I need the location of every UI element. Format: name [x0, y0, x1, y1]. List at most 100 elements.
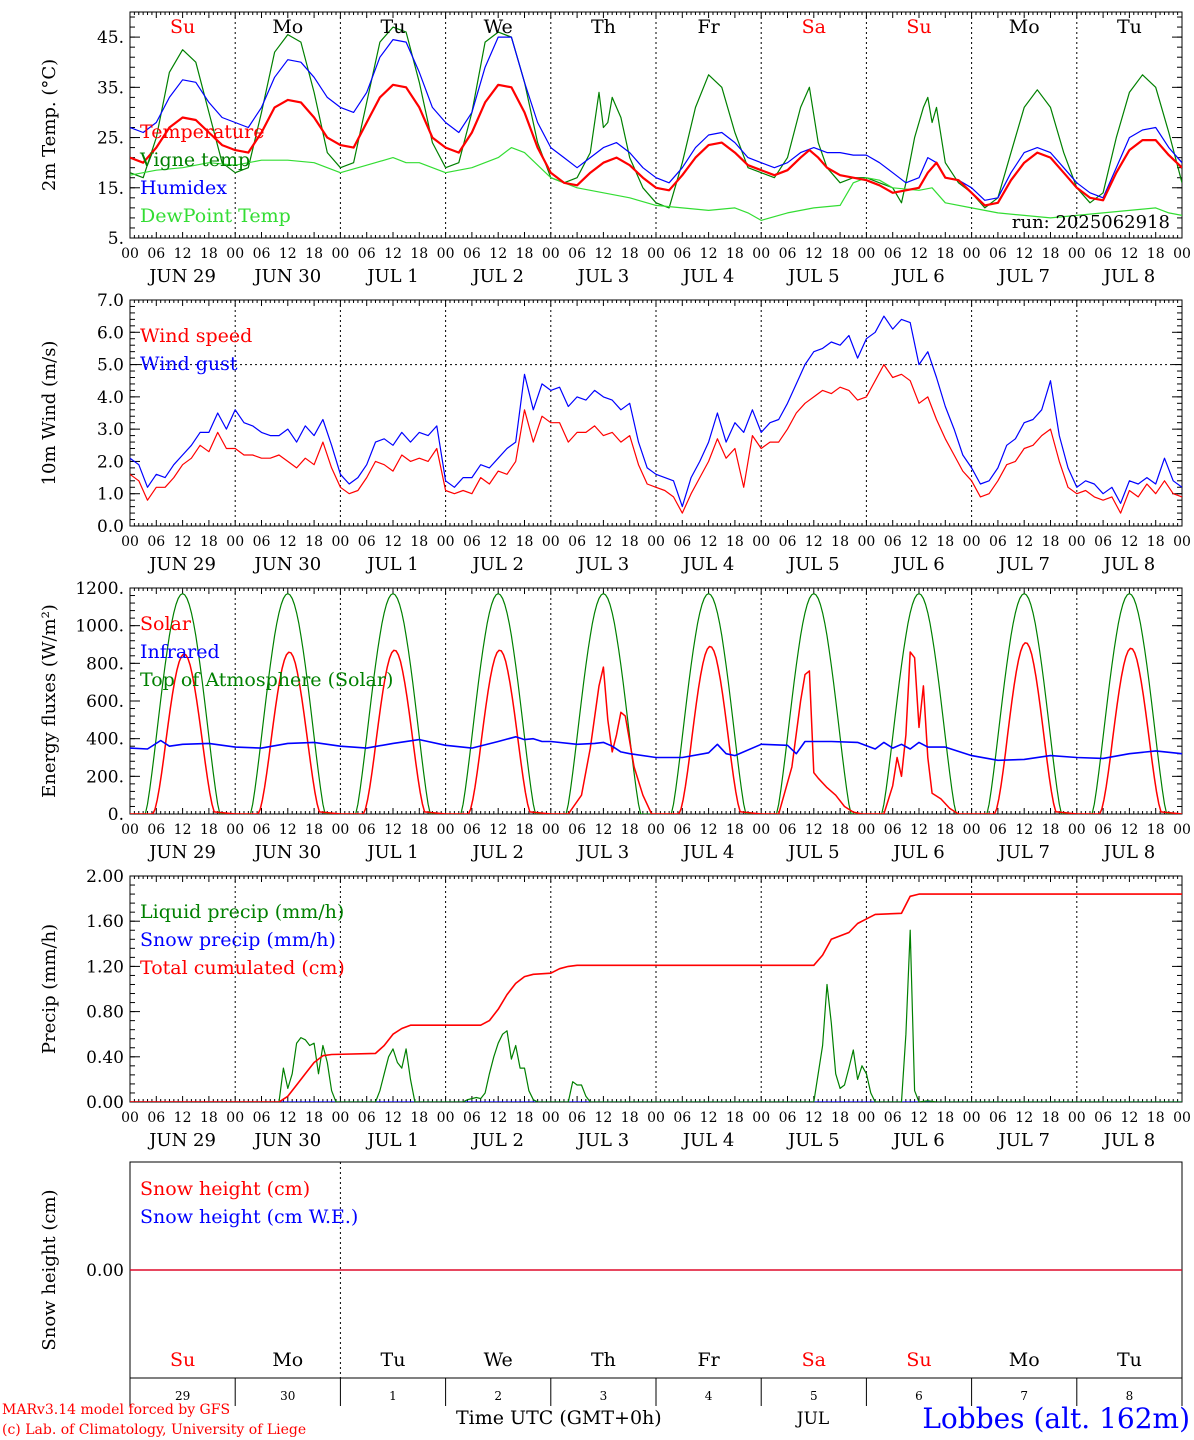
- hour-tick-label: 00: [121, 822, 139, 838]
- hour-tick-label: 06: [253, 534, 271, 550]
- hour-tick-label: 00: [752, 534, 770, 550]
- hour-tick-label: 06: [989, 1110, 1007, 1126]
- day-label: JUL 7: [996, 554, 1050, 575]
- weekday-label: Su: [170, 16, 195, 38]
- y-tick-label: 0.: [108, 805, 124, 825]
- y-tick-label: 35.: [97, 78, 124, 98]
- hour-tick-label: 00: [437, 534, 455, 550]
- series-line-wind-gust: [130, 315, 1182, 508]
- panel-wind: 00 06 12 18 00 06 12 18 00 06 12 18 00 06 12 18 00 06 12 18…: [39, 291, 1191, 575]
- hour-tick-label: 18: [1147, 822, 1165, 838]
- day-number: 1: [389, 1389, 397, 1403]
- hour-tick-label: 00: [963, 822, 981, 838]
- hour-tick-label: 12: [174, 1110, 192, 1126]
- hour-tick-label: 00: [542, 534, 560, 550]
- hour-tick-label: 18: [200, 822, 218, 838]
- weekday-label: Mo: [272, 1349, 303, 1371]
- y-tick-label: 0.00: [86, 1093, 124, 1113]
- hour-tick-label: 00: [226, 534, 244, 550]
- day-label: JUL 1: [365, 842, 419, 863]
- hour-tick-label: 12: [1015, 822, 1033, 838]
- hour-tick-label: 12: [489, 534, 507, 550]
- hour-tick-label: 18: [1042, 822, 1060, 838]
- hour-tick-label: 18: [516, 246, 534, 262]
- hour-tick-label: 06: [1094, 1110, 1112, 1126]
- hour-tick-label: 06: [147, 822, 165, 838]
- series-group: [130, 593, 1182, 814]
- day-label: JUL 8: [1102, 266, 1156, 287]
- hour-tick-label: 18: [621, 1110, 639, 1126]
- hour-tick-label: 00: [647, 822, 665, 838]
- hour-tick-label: 18: [1042, 246, 1060, 262]
- legend-entry: Top of Atmosphere (Solar): [140, 669, 393, 691]
- hour-tick-label: 06: [884, 1110, 902, 1126]
- hour-tick-label: 12: [279, 1110, 297, 1126]
- day-label: JUN 29: [147, 266, 216, 287]
- hour-tick-label: 12: [594, 822, 612, 838]
- legend-entry: Temperature: [140, 121, 264, 143]
- hour-tick-label: 12: [805, 246, 823, 262]
- hour-tick-label: 12: [1120, 534, 1138, 550]
- hour-tick-label: 00: [963, 1110, 981, 1126]
- day-label: JUL 3: [576, 554, 630, 575]
- y-tick-label: 1.60: [86, 912, 124, 932]
- hour-tick-label: 18: [1042, 534, 1060, 550]
- hour-tick-label: 06: [1094, 246, 1112, 262]
- hour-tick-label: 18: [936, 1110, 954, 1126]
- hour-tick-label: 00: [1068, 822, 1086, 838]
- series-line-infrared: [130, 736, 1182, 762]
- weekday-label: Fr: [697, 1349, 720, 1371]
- hour-tick-label: 06: [779, 822, 797, 838]
- series-line-top-of-atmosphere: [130, 593, 1182, 814]
- hour-tick-label: 00: [437, 1110, 455, 1126]
- legend-entry: Snow height (cm): [140, 1178, 310, 1200]
- hour-tick-label: 12: [384, 822, 402, 838]
- hour-tick-label: 06: [358, 822, 376, 838]
- weekday-label: We: [484, 1349, 513, 1371]
- hour-tick-label: 12: [1120, 246, 1138, 262]
- hour-tick-label: 00: [331, 534, 349, 550]
- hour-tick-label: 18: [621, 534, 639, 550]
- hour-tick-label: 18: [200, 1110, 218, 1126]
- station-name: Lobbes (alt. 162m): [922, 1402, 1190, 1435]
- day-label: JUL 7: [996, 266, 1050, 287]
- series-group: [130, 26, 1182, 221]
- hour-tick-label: 06: [568, 1110, 586, 1126]
- hour-tick-label: 12: [174, 534, 192, 550]
- y-tick-label: 6.0: [97, 323, 124, 343]
- hour-tick-label: 18: [516, 1110, 534, 1126]
- day-label: JUL 6: [891, 1130, 945, 1151]
- legend-entry: Solar: [140, 613, 192, 635]
- hour-tick-label: 18: [621, 822, 639, 838]
- hour-tick-label: 06: [779, 246, 797, 262]
- hour-tick-label: 00: [1068, 246, 1086, 262]
- hour-tick-label: 06: [673, 246, 691, 262]
- hour-tick-label: 06: [989, 534, 1007, 550]
- y-tick-label: 5.0: [97, 356, 124, 376]
- hour-tick-label: 00: [647, 534, 665, 550]
- y-axis-label: Energy fluxes (W/m²): [39, 604, 60, 798]
- model-credit-line2: (c) Lab. of Climatology, University of L…: [2, 1422, 306, 1438]
- y-axis-label: Snow height (cm): [39, 1189, 60, 1350]
- hour-tick-label: 06: [989, 822, 1007, 838]
- hour-tick-label: 18: [831, 1110, 849, 1126]
- hour-tick-label: 12: [805, 822, 823, 838]
- day-label: JUL 6: [891, 266, 945, 287]
- series-line-wind-speed: [130, 364, 1182, 514]
- hour-tick-label: 18: [305, 1110, 323, 1126]
- legend-entry: Wind speed: [140, 325, 252, 347]
- hour-tick-label: 06: [253, 822, 271, 838]
- day-number: 30: [280, 1389, 295, 1403]
- y-tick-label: 0.80: [86, 1003, 124, 1023]
- run-annotation: run: 2025062918: [1012, 212, 1170, 233]
- y-tick-label: 15.: [97, 179, 124, 199]
- hour-tick-label: 12: [384, 246, 402, 262]
- hour-tick-label: 18: [726, 246, 744, 262]
- hour-tick-label: 06: [358, 534, 376, 550]
- series-line-humidex: [130, 36, 1182, 201]
- y-tick-label: 45.: [97, 28, 124, 48]
- hour-tick-label: 00: [752, 822, 770, 838]
- day-label: JUL 5: [786, 842, 840, 863]
- weekday-label: Tu: [381, 1349, 406, 1371]
- day-number: 2: [494, 1389, 502, 1403]
